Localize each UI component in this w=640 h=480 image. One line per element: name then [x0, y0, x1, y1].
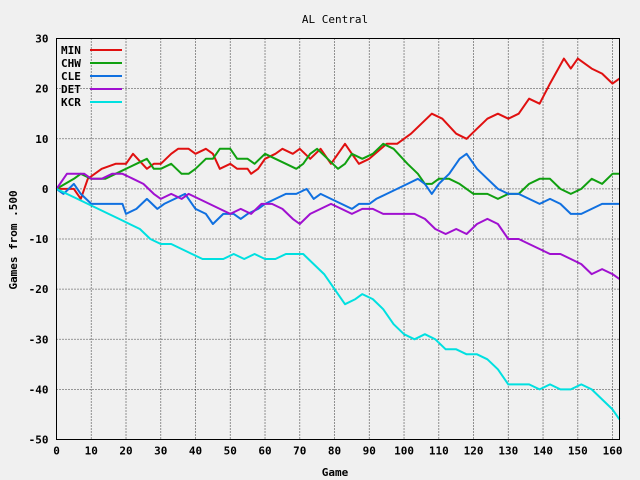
- x-tick-label: 80: [328, 445, 341, 458]
- y-tick-label: 10: [35, 133, 48, 146]
- y-tick-label: -40: [29, 383, 49, 396]
- series-line-cle: [55, 152, 620, 225]
- x-axis-label: Game: [322, 466, 349, 479]
- x-tick-label: 50: [224, 445, 237, 458]
- y-tick-label: -30: [29, 333, 49, 346]
- plot-frame: [56, 38, 620, 440]
- legend-label-min: MIN: [61, 44, 81, 57]
- x-tick-label: 30: [154, 445, 167, 458]
- series-line-chw: [55, 142, 620, 200]
- y-axis-label: Games from .500: [7, 190, 20, 289]
- x-tick-label: 130: [498, 445, 518, 458]
- x-tick-label: 10: [85, 445, 98, 458]
- series-line-det: [55, 172, 621, 280]
- x-tick-labels: 0 10 20 30 40 50 60 70 80 90 100 110 120 130 140 150 160: [53, 445, 622, 458]
- x-tick-label: 100: [394, 445, 414, 458]
- y-tick-label: -10: [29, 233, 49, 246]
- x-tick-label: 150: [568, 445, 588, 458]
- legend-label-cle: CLE: [61, 70, 81, 83]
- x-tick-label: 70: [293, 445, 306, 458]
- legend-label-kcr: KCR: [61, 96, 81, 109]
- x-tick-label: 60: [258, 445, 271, 458]
- legend-label-det: DET: [61, 83, 81, 96]
- series-line-min: [56, 57, 621, 200]
- y-tick-label: 30: [35, 33, 48, 46]
- y-tick-label: -20: [29, 283, 49, 296]
- series-line-kcr: [56, 187, 621, 420]
- x-tick-label: 0: [53, 445, 60, 458]
- chart-title: AL Central: [302, 13, 368, 26]
- y-tick-label: 0: [42, 183, 49, 196]
- x-tick-label: 110: [429, 445, 449, 458]
- x-tick-label: 140: [533, 445, 553, 458]
- x-tick-label: 120: [464, 445, 484, 458]
- legend-label-chw: CHW: [61, 57, 81, 70]
- x-tick-label: 160: [603, 445, 623, 458]
- x-tick-label: 40: [189, 445, 202, 458]
- y-tick-labels: 30 20 10 0 -10 -20 -30 -40 -50: [29, 33, 49, 447]
- y-tick-label: 20: [35, 83, 48, 96]
- x-tick-label: 20: [119, 445, 132, 458]
- x-tick-label: 90: [363, 445, 376, 458]
- series-lines: [55, 57, 621, 420]
- y-tick-label: -50: [29, 434, 49, 447]
